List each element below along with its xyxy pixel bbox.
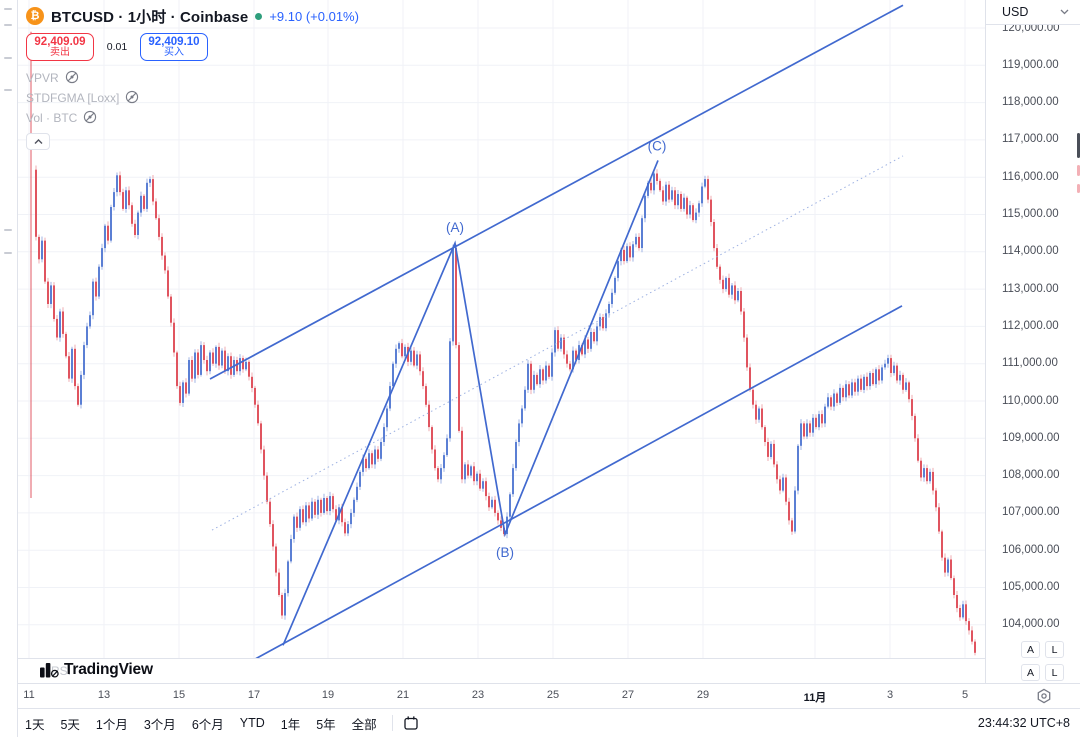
symbol-title[interactable]: BTCUSD · 1小时 · Coinbase <box>51 8 249 26</box>
log-scale-button[interactable]: L <box>1045 664 1064 681</box>
date-range-buttons: 1天 5天 1个月 3个月 6个月 YTD 1年 5年 全部 <box>18 711 384 736</box>
range-button-YTD[interactable]: YTD <box>239 716 265 730</box>
alert-marker <box>1077 184 1080 193</box>
price-axis-label: 113,000.00 <box>1002 282 1059 295</box>
visibility-toggle-icon[interactable] <box>83 110 98 125</box>
price-change: +9.10 (+0.01%) <box>269 8 359 24</box>
time-axis[interactable]: 11 13 15 17 19 21 23 25 27 29 11月 3 5 <box>0 683 1080 709</box>
price-axis-label: 104,000.00 <box>1002 618 1060 631</box>
toolbar-glyph <box>4 252 12 254</box>
range-button-5年[interactable]: 5年 <box>316 717 336 732</box>
price-axis-label: 106,000.00 <box>1002 543 1060 556</box>
price-axis-label: 110,000.00 <box>1002 394 1059 407</box>
date-axis-label: 5 <box>961 689 969 701</box>
date-axis-label: 15 <box>172 689 186 701</box>
buy-label: 买入 <box>164 46 184 58</box>
date-axis-label: 25 <box>546 689 560 701</box>
rsi-pane-scale-toggles: A L <box>1021 664 1064 681</box>
svg-text:(C): (C) <box>648 138 667 153</box>
tradingview-logo-text: TradingView <box>64 661 153 678</box>
price-axis-label: 116,000.00 <box>1002 170 1059 183</box>
visibility-toggle-icon[interactable] <box>125 90 140 105</box>
toolbar-glyph <box>4 8 12 10</box>
price-axis-label: 108,000.00 <box>1002 469 1060 482</box>
date-axis-label: 3 <box>886 689 894 701</box>
market-status-dot <box>255 12 263 20</box>
spread-value: 0.01 <box>106 41 128 53</box>
indicator-name[interactable]: VPVR <box>26 70 59 85</box>
range-button-6个月[interactable]: 6个月 <box>191 717 224 732</box>
range-button-5天[interactable]: 5天 <box>60 717 80 732</box>
range-button-全部[interactable]: 全部 <box>351 717 377 732</box>
range-button-1年[interactable]: 1年 <box>280 717 301 732</box>
sell-button[interactable]: 92,409.09 卖出 <box>26 33 94 61</box>
indicator-name[interactable]: STDFGMA [Loxx] <box>26 90 120 105</box>
price-axis-label: 107,000.00 <box>1002 506 1060 519</box>
settings-gear-button[interactable] <box>1036 688 1052 704</box>
toolbar-glyph <box>4 89 12 91</box>
go-to-date-button[interactable] <box>401 713 421 733</box>
range-button-1天[interactable]: 1天 <box>25 717 45 732</box>
date-axis-label: 13 <box>97 689 111 701</box>
date-axis-label: 29 <box>696 689 710 701</box>
divider <box>391 715 393 731</box>
price-axis-label: 117,000.00 <box>1002 133 1059 146</box>
collapse-legend-button[interactable] <box>26 133 50 150</box>
date-axis-label: 27 <box>621 689 635 701</box>
price-axis-label: 119,000.00 <box>1002 58 1059 71</box>
auto-scale-button[interactable]: A <box>1021 664 1040 681</box>
scrollbar-thumb[interactable] <box>1077 133 1080 158</box>
price-axis-label: 114,000.00 <box>1002 245 1059 258</box>
clock-timestamp[interactable]: 23:44:32 UTC+8 <box>977 716 1070 730</box>
gear-icon <box>1037 688 1051 704</box>
indicator-name[interactable]: Vol · BTC <box>26 110 78 125</box>
rsi-pane[interactable]: RSI <box>17 658 985 684</box>
price-axis-label: 111,000.00 <box>1002 357 1058 370</box>
date-axis-label: 19 <box>321 689 335 701</box>
price-axis[interactable]: 120,000.00 119,000.00 118,000.00 117,000.00… <box>985 0 1080 683</box>
sell-price: 92,409.09 <box>34 35 86 48</box>
range-button-3个月[interactable]: 3个月 <box>143 717 176 732</box>
svg-text:(A): (A) <box>446 220 464 235</box>
range-button-1个月[interactable]: 1个月 <box>95 717 128 732</box>
price-axis-label: 109,000.00 <box>1002 431 1060 444</box>
currency-selector[interactable]: USD <box>986 0 1080 25</box>
price-chart[interactable]: (A) (B) (C) <box>0 0 1080 683</box>
calendar-icon <box>404 716 418 730</box>
footer-toolbar: 1天 5天 1个月 3个月 6个月 YTD 1年 5年 全部 23:44:32 UTC+8 <box>0 708 1080 737</box>
visibility-toggle-icon[interactable] <box>65 70 80 85</box>
toolbar-glyph <box>4 229 12 231</box>
log-scale-button[interactable]: L <box>1045 641 1064 658</box>
price-axis-label: 112,000.00 <box>1002 319 1059 332</box>
main-pane-scale-toggles: A L <box>1021 641 1064 658</box>
symbol-legend: ₿ BTCUSD · 1小时 · Coinbase +9.10 (+0.01%)… <box>26 5 359 150</box>
tradingview-logo-icon <box>40 662 59 678</box>
date-axis-label: 11 <box>23 689 35 701</box>
sell-label: 卖出 <box>50 46 70 58</box>
date-axis-label: 11月 <box>803 692 827 704</box>
buy-price: 92,409.10 <box>148 35 200 48</box>
chevron-down-icon <box>1060 9 1069 15</box>
date-axis-label: 17 <box>247 689 261 701</box>
alert-marker <box>1077 165 1080 176</box>
bitcoin-icon: ₿ <box>26 7 44 25</box>
toolbar-glyph <box>4 24 12 26</box>
auto-scale-button[interactable]: A <box>1021 641 1040 658</box>
left-toolbar-strip[interactable] <box>0 0 18 737</box>
price-axis-label: 115,000.00 <box>1002 208 1059 220</box>
currency-label: USD <box>1002 5 1029 19</box>
rsi-pane-label: RSI <box>51 664 72 678</box>
tradingview-logo[interactable]: TradingView <box>40 661 153 679</box>
svg-text:(B): (B) <box>496 545 514 560</box>
chevron-up-icon <box>34 138 42 144</box>
buy-button[interactable]: 92,409.10 买入 <box>140 33 208 61</box>
toolbar-glyph <box>4 57 12 59</box>
date-axis-label: 23 <box>471 689 485 701</box>
price-axis-label: 118,000.00 <box>1002 96 1059 109</box>
price-axis-label: 105,000.00 <box>1002 581 1060 593</box>
date-axis-label: 21 <box>396 689 410 701</box>
